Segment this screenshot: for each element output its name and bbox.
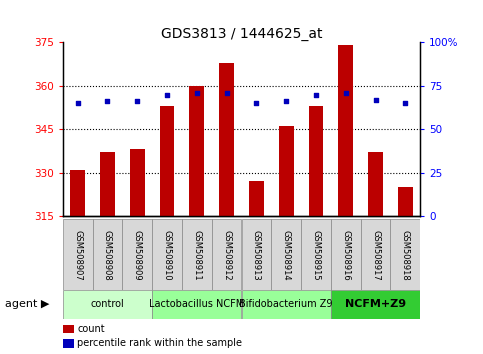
Text: GSM508911: GSM508911	[192, 229, 201, 280]
Point	[312, 92, 320, 97]
Text: GSM508907: GSM508907	[73, 229, 82, 280]
Bar	[279, 126, 294, 216]
Bar	[100, 152, 115, 216]
Text: GSM508912: GSM508912	[222, 229, 231, 280]
Point	[193, 90, 201, 96]
Bar	[331, 219, 361, 290]
Text: GSM508918: GSM508918	[401, 229, 410, 280]
Bar	[152, 219, 182, 290]
Point	[372, 97, 380, 103]
Point	[282, 99, 290, 104]
Point	[133, 99, 141, 104]
Bar	[130, 149, 145, 216]
Point	[223, 90, 230, 96]
Point	[104, 99, 112, 104]
Bar	[309, 106, 324, 216]
Bar	[93, 219, 122, 290]
Bar	[242, 219, 271, 290]
Text: GSM508915: GSM508915	[312, 229, 320, 280]
Bar	[242, 290, 331, 319]
Bar	[398, 187, 413, 216]
Text: GSM508910: GSM508910	[163, 229, 171, 280]
Bar	[212, 219, 242, 290]
Bar	[219, 63, 234, 216]
Bar	[63, 339, 73, 348]
Text: GSM508909: GSM508909	[133, 229, 142, 280]
Bar	[70, 170, 85, 216]
Text: Bifidobacterium Z9: Bifidobacterium Z9	[240, 299, 333, 309]
Point	[342, 90, 350, 96]
Title: GDS3813 / 1444625_at: GDS3813 / 1444625_at	[161, 28, 322, 41]
Bar	[182, 219, 212, 290]
Bar	[390, 219, 420, 290]
Bar	[301, 219, 331, 290]
Point	[401, 101, 409, 106]
Bar	[338, 45, 353, 216]
Text: GSM508917: GSM508917	[371, 229, 380, 280]
Point	[163, 92, 171, 97]
Text: count: count	[77, 324, 105, 334]
Text: GSM508914: GSM508914	[282, 229, 291, 280]
Bar	[249, 181, 264, 216]
Bar	[63, 290, 152, 319]
Bar	[331, 290, 420, 319]
Bar	[361, 219, 390, 290]
Bar	[63, 325, 73, 333]
Text: NCFM+Z9: NCFM+Z9	[345, 299, 406, 309]
Bar	[122, 219, 152, 290]
Text: percentile rank within the sample: percentile rank within the sample	[77, 338, 242, 348]
Text: agent ▶: agent ▶	[5, 299, 49, 309]
Bar	[152, 290, 242, 319]
Bar	[189, 86, 204, 216]
Point	[253, 101, 260, 106]
Bar	[271, 219, 301, 290]
Text: Lactobacillus NCFM: Lactobacillus NCFM	[149, 299, 244, 309]
Text: GSM508908: GSM508908	[103, 229, 112, 280]
Text: control: control	[91, 299, 124, 309]
Bar	[368, 152, 383, 216]
Bar	[159, 106, 174, 216]
Point	[74, 101, 82, 106]
Bar	[63, 219, 93, 290]
Text: GSM508913: GSM508913	[252, 229, 261, 280]
Text: GSM508916: GSM508916	[341, 229, 350, 280]
